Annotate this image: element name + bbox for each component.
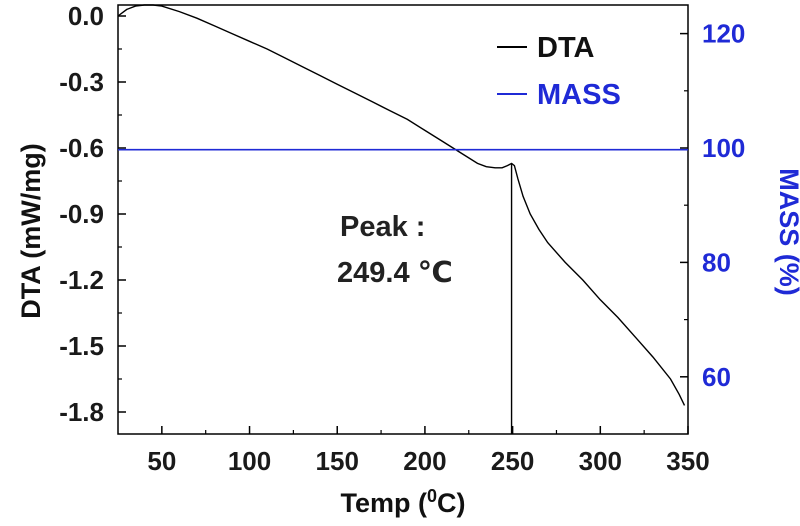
x-tick-label: 300 — [579, 446, 622, 476]
peak-annotation-line1: Peak : — [340, 211, 425, 243]
legend-dta-label: DTA — [537, 32, 595, 64]
x-axis-label-sup: 0 — [427, 486, 437, 506]
y-left-tick-label: -0.9 — [59, 199, 104, 229]
legend-mass-label: MASS — [537, 79, 621, 111]
y-left-tick-label: 0.0 — [68, 1, 104, 31]
legend: DTA MASS — [497, 32, 621, 111]
y-left-tick-label: -1.8 — [59, 397, 104, 427]
y-left-tick-label: -1.2 — [59, 265, 104, 295]
y-right-axis-label: MASS (%) — [774, 168, 800, 296]
plot-frame — [117, 4, 689, 435]
y-right-tick-label: 120 — [702, 19, 745, 49]
x-tick-label: 150 — [316, 446, 359, 476]
x-axis-label: Temp (0C) — [340, 486, 465, 518]
y-right-tick-label: 80 — [702, 247, 731, 277]
peak-annotation-line2: 249.4 ℃ — [337, 257, 453, 289]
y-right-tick-label: 60 — [702, 362, 731, 392]
y-right-tick-label: 100 — [702, 133, 745, 163]
x-tick-label: 200 — [403, 446, 446, 476]
x-axis-label-main: Temp ( — [340, 488, 427, 518]
x-tick-label: 250 — [491, 446, 534, 476]
series-line-dta — [117, 4, 686, 406]
y-left-axis-label: DTA (mW/mg) — [16, 143, 46, 318]
x-tick-label: 50 — [147, 446, 176, 476]
y-left-tick-label: -0.6 — [59, 133, 104, 163]
y-left-tick-label: -0.3 — [59, 67, 104, 97]
x-tick-label: 350 — [666, 446, 709, 476]
x-tick-label: 100 — [228, 446, 271, 476]
x-axis-label-end: C) — [437, 488, 466, 518]
y-left-tick-label: -1.5 — [59, 331, 104, 361]
